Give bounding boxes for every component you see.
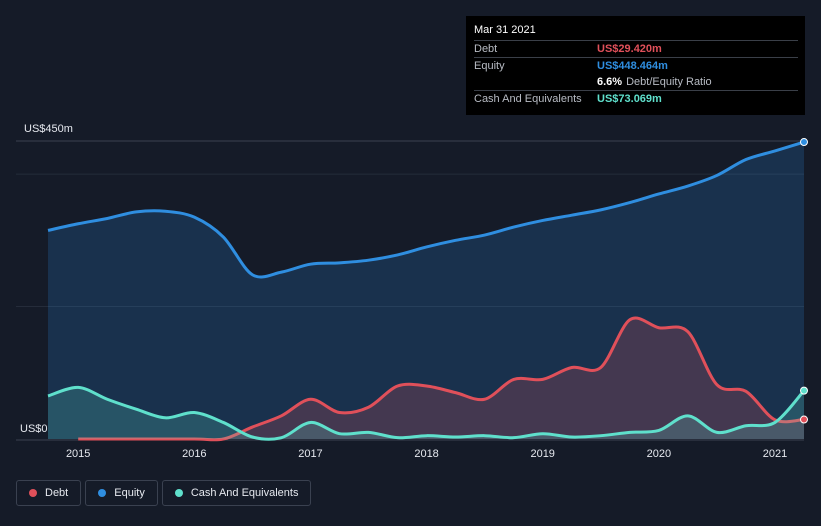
x-axis-ticks: 2015 2016 2017 2018 2019 2020 2021 [66,448,787,460]
legend-cash-label: Cash And Equivalents [190,487,299,499]
axis-layer: US$450m US$0 [20,123,73,435]
legend-equity-label: Equity [114,487,145,499]
tooltip-cash-label: Cash And Equivalents [474,93,582,105]
debt-area [78,318,805,440]
x-tick-label: 2018 [414,448,438,460]
legend-item-equity[interactable]: Equity [85,480,158,506]
y-axis-top-label: US$450m [24,123,73,135]
tooltip-debt-value: US$29.420m [597,43,662,55]
tooltip-cash-row: Cash And Equivalents US$73.069m [474,91,798,107]
series-layer [47,140,806,442]
tooltip-equity-label: Equity [474,60,505,72]
tooltip-ratio-label: Debt/Equity Ratio [626,76,712,88]
tooltip-debt-row: Debt US$29.420m [474,41,798,58]
legend-debt-label: Debt [45,487,69,499]
x-tick-label: 2019 [530,448,554,460]
legend-item-debt[interactable]: Debt [16,480,82,506]
legend-item-cash[interactable]: Cash And Equivalents [161,480,312,506]
equity-area [48,142,804,440]
legend: Debt Equity Cash And Equivalents [16,480,312,506]
tooltip-equity-row: Equity US$448.464m [474,58,798,74]
debt-dot-icon [29,489,37,497]
equity-line [47,140,805,279]
x-tick-label: 2017 [298,448,322,460]
equity-end-point [800,138,808,147]
cash-dot-icon [174,489,183,497]
cash-line [47,385,806,441]
x-tick-label: 2016 [182,448,206,460]
x-tick-label: 2021 [763,448,787,460]
cash-end-point [800,386,808,395]
debt-line [78,316,805,442]
tooltip-cash-value: US$73.069m [597,93,662,105]
tooltip-panel: Mar 31 2021 Debt US$29.420m Equity US$44… [466,16,805,115]
x-tick-label: 2015 [66,448,90,460]
equity-dot-icon [98,489,107,497]
x-tick-label: 2020 [647,448,671,460]
y-axis-bottom-label: US$0 [20,423,48,435]
tooltip-debt-label: Debt [474,43,498,55]
tooltip-equity-value: US$448.464m [597,60,668,72]
tooltip-ratio-row: 6.6% Debt/Equity Ratio [474,74,798,91]
tooltip-date: Mar 31 2021 [474,24,798,41]
debt-end-point [800,415,808,424]
end-markers [800,138,808,424]
tooltip-ratio-value: 6.6% [597,76,623,88]
cash-area [48,387,804,440]
